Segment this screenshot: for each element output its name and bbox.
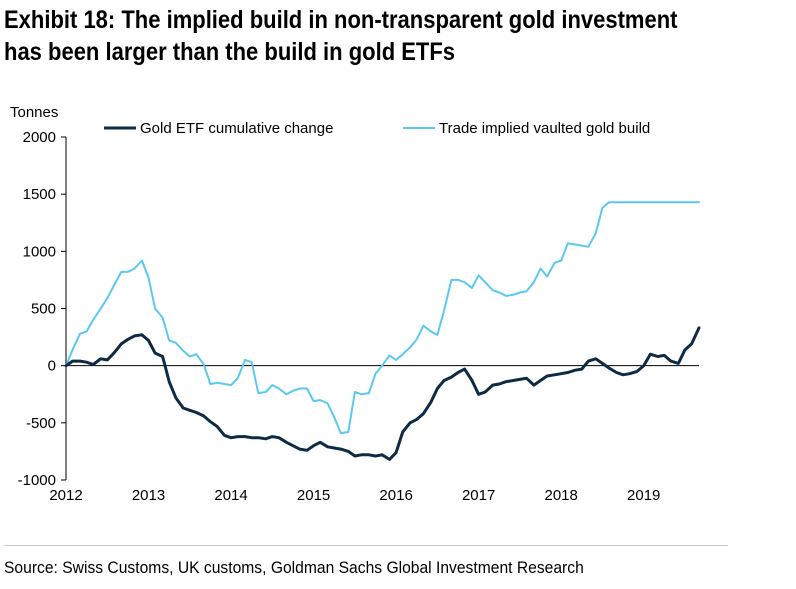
series-line-1	[65, 201, 700, 435]
title-line-1: Exhibit 18: The implied build in non-tra…	[4, 6, 678, 34]
y-tick-label-5: -500	[26, 415, 56, 432]
x-tick-label-2: 2014	[214, 487, 247, 504]
x-tick-label-0: 2012	[49, 487, 82, 504]
source-note: Source: Swiss Customs, UK customs, Goldm…	[4, 558, 584, 577]
y-tick-label-4: 0	[48, 358, 56, 375]
y-tick-label-3: 500	[31, 301, 56, 318]
x-tick-label-5: 2017	[462, 487, 495, 504]
series-line-0	[64, 326, 701, 461]
x-tick-label-6: 2018	[544, 487, 577, 504]
y-tick-label-0: 2000	[23, 129, 56, 146]
x-tick-label-1: 2013	[132, 487, 165, 504]
legend-label-1: Trade implied vaulted gold build	[439, 120, 650, 137]
y-axis-label: Tonnes	[10, 104, 58, 121]
y-tick-label-2: 1000	[23, 243, 56, 260]
x-tick-label-3: 2015	[297, 487, 330, 504]
chart-title: Exhibit 18: The implied build in non-tra…	[4, 4, 690, 68]
footer-divider	[4, 545, 728, 546]
y-tick-label-6: -1000	[18, 472, 56, 489]
chart-lines	[64, 201, 701, 461]
chart-legend: Gold ETF cumulative change Trade implied …	[104, 120, 650, 137]
title-line-2: has been larger than the build in gold E…	[4, 38, 456, 66]
x-tick-label-4: 2016	[379, 487, 412, 504]
y-tick-label-1: 1500	[23, 186, 56, 203]
legend-label-0: Gold ETF cumulative change	[140, 120, 333, 137]
x-tick-label-7: 2019	[627, 487, 660, 504]
